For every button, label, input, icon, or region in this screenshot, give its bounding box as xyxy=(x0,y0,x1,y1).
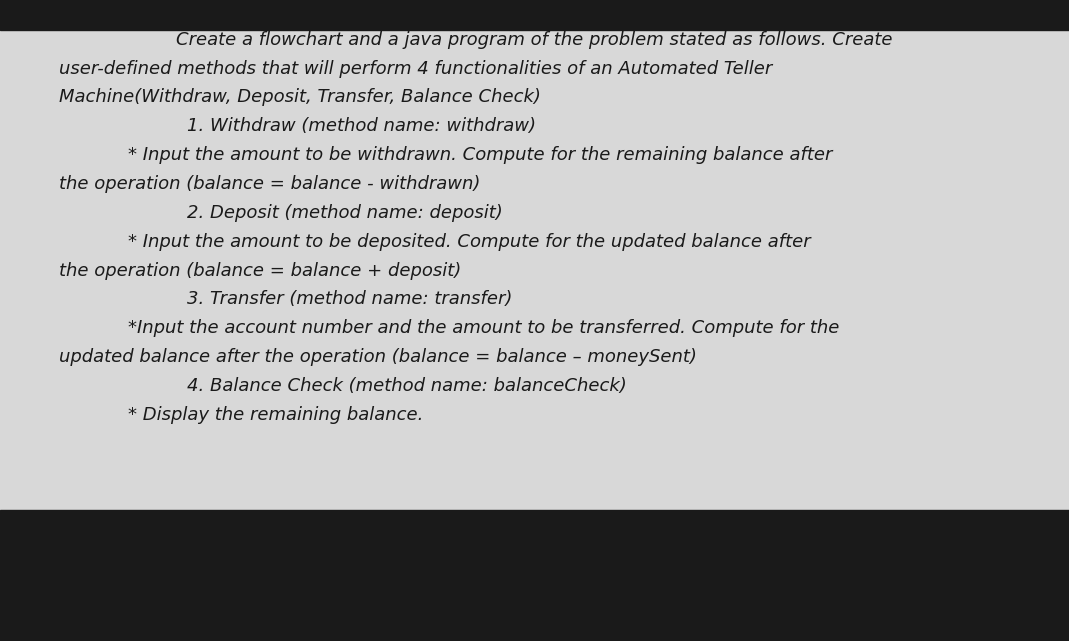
Text: *Input the account number and the amount to be transferred. Compute for the: *Input the account number and the amount… xyxy=(128,319,839,337)
Bar xyxy=(0,510,1069,641)
Text: * Input the amount to be deposited. Compute for the updated balance after: * Input the amount to be deposited. Comp… xyxy=(128,233,811,251)
Text: the operation (balance = balance + deposit): the operation (balance = balance + depos… xyxy=(59,262,461,279)
Text: user-defined methods that will perform 4 functionalities of an Automated Teller: user-defined methods that will perform 4… xyxy=(59,60,772,78)
Bar xyxy=(0,30,1069,510)
Text: 3. Transfer (method name: transfer): 3. Transfer (method name: transfer) xyxy=(187,290,512,308)
Text: 1. Withdraw (method name: withdraw): 1. Withdraw (method name: withdraw) xyxy=(187,117,536,135)
Text: * Input the amount to be withdrawn. Compute for the remaining balance after: * Input the amount to be withdrawn. Comp… xyxy=(128,146,833,164)
Text: * Display the remaining balance.: * Display the remaining balance. xyxy=(128,406,423,424)
Text: 2. Deposit (method name: deposit): 2. Deposit (method name: deposit) xyxy=(187,204,502,222)
Text: Create a flowchart and a java program of the problem stated as follows. Create: Create a flowchart and a java program of… xyxy=(176,31,893,49)
Text: Machine(Withdraw, Deposit, Transfer, Balance Check): Machine(Withdraw, Deposit, Transfer, Bal… xyxy=(59,88,541,106)
Text: the operation (balance = balance - withdrawn): the operation (balance = balance - withd… xyxy=(59,175,480,193)
Text: 4. Balance Check (method name: balanceCheck): 4. Balance Check (method name: balanceCh… xyxy=(187,377,626,395)
Bar xyxy=(0,0,1069,30)
Text: updated balance after the operation (balance = balance – moneySent): updated balance after the operation (bal… xyxy=(59,348,697,366)
